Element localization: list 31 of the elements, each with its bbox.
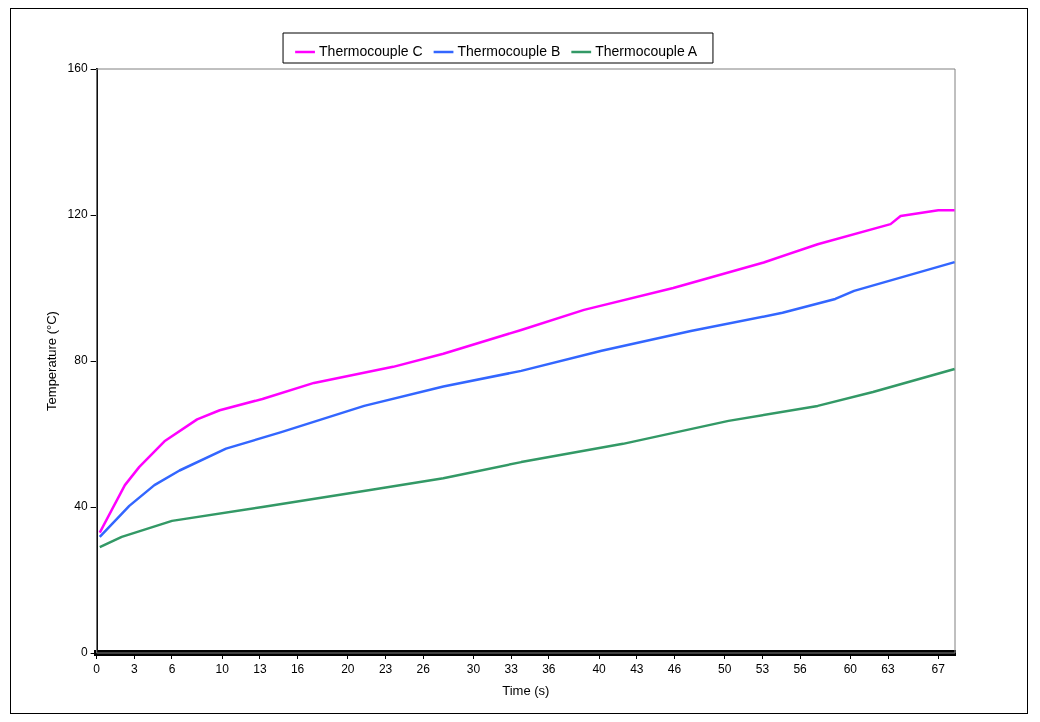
y-tick-label: 80 xyxy=(74,353,88,368)
y-tick-label: 0 xyxy=(80,645,88,660)
x-tick-label: 26 xyxy=(416,661,431,676)
x-tick-label: 3 xyxy=(130,661,138,676)
legend-label: Thermocouple C xyxy=(319,42,423,59)
x-tick-label: 36 xyxy=(542,661,556,676)
x-tick-label: 40 xyxy=(592,661,607,676)
x-tick-label: 20 xyxy=(341,661,355,676)
y-tick-label: 120 xyxy=(67,207,88,222)
x-tick-label: 43 xyxy=(630,661,644,676)
x-tick-label: 56 xyxy=(793,661,808,676)
x-tick-label: 0 xyxy=(93,661,101,676)
y-axis-title: Temperature (°C) xyxy=(44,311,60,411)
x-tick-label: 50 xyxy=(718,661,732,676)
x-tick-label: 67 xyxy=(931,661,946,676)
x-tick-label: 13 xyxy=(253,661,267,676)
legend-label: Thermocouple B xyxy=(457,42,561,59)
x-tick-label: 16 xyxy=(290,661,305,676)
y-tick-label: 160 xyxy=(67,61,88,76)
x-tick-label: 63 xyxy=(881,661,896,676)
legend-label: Thermocouple A xyxy=(595,42,698,59)
y-tick-label: 40 xyxy=(74,499,88,514)
x-tick-label: 33 xyxy=(504,661,519,676)
x-tick-label: 10 xyxy=(215,661,230,676)
x-tick-label: 53 xyxy=(755,661,770,676)
x-axis-title: Time (s) xyxy=(502,682,550,698)
x-tick-label: 23 xyxy=(378,661,393,676)
x-tick-label: 30 xyxy=(466,661,481,676)
x-tick-label: 60 xyxy=(843,661,858,676)
x-tick-label: 46 xyxy=(667,661,682,676)
x-tick-label: 6 xyxy=(168,661,176,676)
